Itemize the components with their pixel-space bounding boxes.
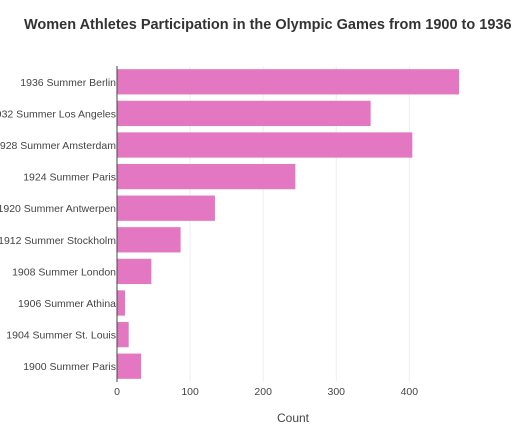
x-tick-labels: 0 100 200 300 400 (114, 386, 418, 398)
bar (117, 227, 181, 253)
y-tick-label: 928 Summer Amsterdam (0, 140, 116, 152)
x-tick-label: 0 (114, 386, 120, 398)
y-tick-label: 1936 Summer Berlin (20, 77, 116, 89)
bar (117, 100, 371, 127)
y-tick-label: 1920 Summer Antwerpen (0, 203, 116, 215)
bars (117, 69, 460, 379)
y-tick-labels: 1900 Summer Paris 1904 Summer St. Louis 19… (0, 77, 116, 373)
x-tick-label: 300 (328, 386, 346, 398)
bar (117, 290, 126, 316)
y-tick-label: 1912 Summer Stockholm (0, 235, 116, 247)
bar (117, 132, 413, 158)
chart-title: Women Athletes Participation in the Olym… (24, 17, 512, 33)
y-tick-label: 1908 Summer London (12, 266, 116, 278)
bar (117, 321, 129, 348)
bar (117, 69, 460, 95)
bar (117, 195, 215, 221)
x-tick-label: 100 (181, 386, 199, 398)
bar (117, 258, 152, 285)
x-axis-title: Count (277, 411, 310, 425)
y-tick-label: 1924 Summer Paris (23, 172, 116, 184)
y-tick-label: 1904 Summer St. Louis (6, 330, 116, 342)
x-tick-label: 200 (254, 386, 272, 398)
bar (117, 353, 142, 379)
y-tick-label: 1906 Summer Athina (18, 298, 116, 310)
y-tick-label: 1900 Summer Paris (23, 361, 116, 373)
bar (117, 163, 296, 190)
y-tick-label: 932 Summer Los Angeles (0, 108, 116, 120)
x-tick-label: 400 (401, 386, 419, 398)
